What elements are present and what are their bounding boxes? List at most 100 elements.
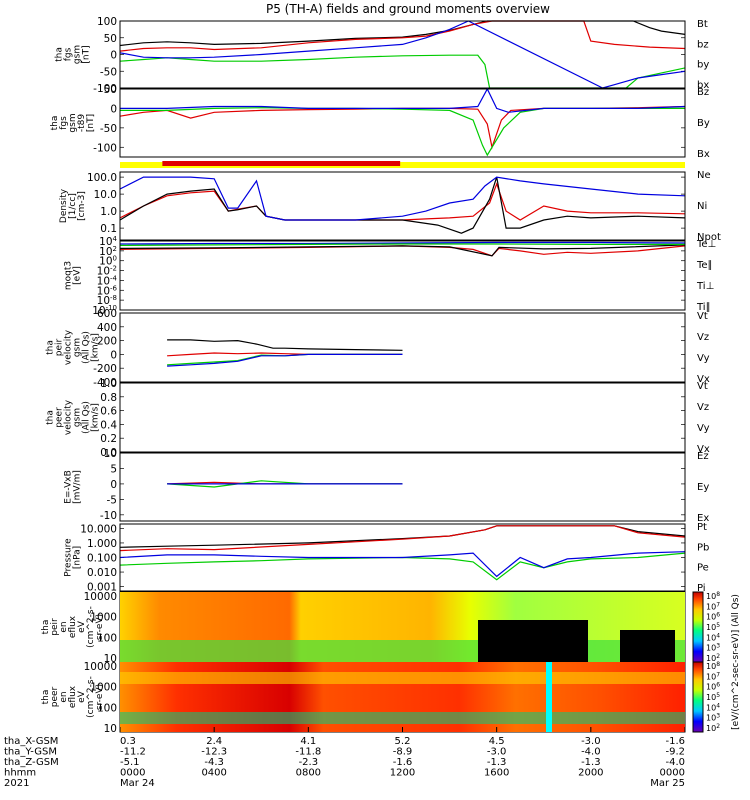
panel-6: 10 5 0 -5 -10 E=-VxB [mV/m] Ez Ey Ex — [64, 448, 710, 524]
panel-frame — [119, 452, 686, 522]
y-tick-label: 200 — [97, 336, 117, 348]
legend-ey: Ey — [697, 482, 709, 493]
legend-ez: Ez — [697, 451, 709, 462]
legend-pb: Pb — [697, 542, 709, 553]
legend-bx: Bx — [697, 149, 710, 160]
y-tick-label: 1000 — [90, 682, 117, 694]
y-tick-label: 10 — [104, 653, 117, 665]
panel-frame — [119, 171, 686, 241]
x-axis-annotation: tha_X-GSM 0.3 2.4 4.1 5.2 4.5 -3.0 -1.6tha_Y-GS… — [4, 727, 686, 789]
y-tick-label: 0.1 — [100, 223, 117, 235]
y-tick-label: 10000 — [84, 661, 117, 673]
colorbar-tick: 103 — [706, 643, 720, 653]
panel-frame — [119, 240, 686, 311]
y-label-line: (All Qs) — [82, 401, 92, 434]
ion-spectrogram-void — [478, 620, 588, 662]
y-label-line: tha — [41, 690, 51, 705]
x-row-value: -5.1 — [120, 757, 140, 768]
y-label-line: [eV] — [73, 266, 83, 285]
status-bar-red — [162, 161, 401, 166]
series-te∥ — [119, 244, 686, 257]
colorbar-tick: 103 — [706, 713, 720, 723]
x-row-value: -4.0 — [665, 757, 685, 768]
x-row-label: 2021 — [4, 778, 29, 789]
y-label-line: [mV/m] — [73, 470, 83, 504]
y-tick-label: 600 — [97, 308, 117, 320]
y-tick-label: 10 — [104, 448, 117, 460]
y-label-line: peer — [50, 686, 60, 707]
legend-ti⊥: Ti⊥ — [696, 281, 714, 292]
panel-frame — [119, 88, 686, 158]
series-pi — [119, 551, 686, 578]
y-label-line: [km/s] — [91, 333, 101, 362]
x-row-value: -1.6 — [393, 757, 413, 768]
ion-spectrogram-lowband — [120, 640, 685, 662]
y-tick-label: 0 — [110, 479, 117, 491]
y-tick-label: 0.100 — [87, 553, 117, 565]
y-tick-label: 100 — [97, 632, 117, 644]
legend-ne: Ne — [697, 170, 711, 181]
legend-bx: bx — [697, 80, 709, 91]
y-label-line: eflux — [68, 615, 78, 638]
y-label-line: velocity — [64, 329, 74, 365]
series-pe — [119, 552, 686, 581]
legend-vy: Vy — [697, 353, 710, 364]
ion-spectrogram-void — [620, 630, 675, 662]
y-label-line: [nPa] — [73, 546, 83, 569]
y-tick-label: 1.0 — [100, 378, 117, 390]
y-label-line: tha — [50, 116, 60, 131]
y-axis-label: tha fgs gsm -t89 [nT] — [50, 113, 96, 132]
y-label-line: -t89 — [77, 114, 87, 133]
y-label-line: [cm-3] — [77, 191, 87, 221]
x-row-value: -12.3 — [201, 747, 227, 758]
y-tick-label: -100 — [93, 83, 117, 95]
y-tick-label: 0 — [110, 103, 117, 115]
x-row-value: 4.1 — [300, 736, 316, 747]
colorbar-tick: 102 — [706, 653, 720, 663]
panel-2: 100.0 10.0 1.0 0.1 Density [1/cc] [cm-3] Ne Ni Np… — [59, 170, 721, 243]
x-row-value: -9.2 — [665, 747, 685, 758]
y-tick-label: 0 — [110, 349, 117, 361]
y-tick-label: 0.010 — [87, 567, 117, 579]
y-axis-label: Pressure [nPa] — [64, 538, 83, 577]
y-tick-label: 0.8 — [100, 392, 117, 404]
y-tick-label: 5 — [110, 463, 117, 475]
x-row-value: -4.3 — [204, 757, 224, 768]
y-label-line: gsm — [73, 338, 83, 357]
legend-ex: Ex — [697, 513, 709, 524]
x-row-value: 5.2 — [395, 736, 411, 747]
legend-bz: Bz — [697, 87, 709, 98]
y-label-line: (cm^2-s- — [86, 676, 96, 718]
svg-text:[eV/(cm^2-sec-sr-eV)] (All Qs): [eV/(cm^2-sec-sr-eV)] (All Qs) — [731, 594, 741, 730]
y-tick-label: 0.6 — [100, 406, 117, 418]
series-vx — [167, 353, 403, 367]
legend-vx: Vx — [697, 374, 710, 385]
x-row-value: 0400 — [201, 768, 226, 779]
colorbar-tick: 104 — [706, 632, 720, 642]
y-tick-label: 100.0 — [87, 172, 117, 184]
x-row-value: -8.9 — [393, 747, 413, 758]
x-row-value: 0000 — [660, 768, 685, 779]
x-row-label: tha_Z-GSM — [4, 757, 59, 768]
y-tick-label: 0.001 — [87, 582, 117, 594]
panel-frame — [119, 523, 686, 592]
y-tick-label: 10000 — [84, 591, 117, 603]
legend-npot: Npot — [697, 232, 721, 243]
y-label-line: E=-VxB — [64, 470, 74, 504]
electron-spectrogram — [120, 662, 685, 732]
legend-vz: Vz — [697, 332, 709, 343]
y-axis-label: tha peer en eflux eV (cm^2-s-sr-eV) — [41, 676, 105, 718]
legend-by: by — [697, 60, 709, 71]
colorbar-label: [eV/(cm^2-sec-sr-eV)] (All Qs) — [731, 594, 741, 730]
y-label-line: en — [59, 621, 69, 632]
y-tick-label: 1.0 — [100, 206, 117, 218]
y-label-line: eV — [77, 620, 87, 633]
x-row-value: -1.6 — [665, 736, 685, 747]
y-tick-label: 1000 — [90, 612, 117, 624]
x-row-value: -2.3 — [299, 757, 319, 768]
legend-vt: Vt — [697, 381, 708, 392]
colorbar-tick: 106 — [706, 682, 720, 692]
y-tick-label: -5 — [107, 494, 117, 506]
y-tick-label: 0.0 — [100, 447, 117, 459]
